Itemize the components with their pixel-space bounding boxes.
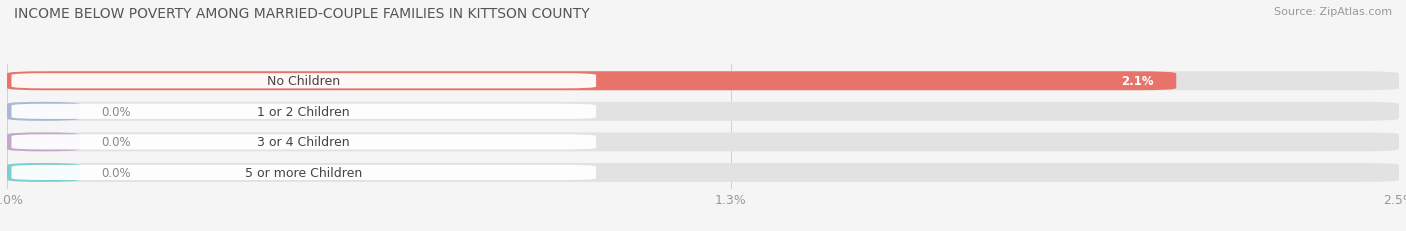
FancyBboxPatch shape bbox=[11, 104, 596, 119]
FancyBboxPatch shape bbox=[11, 135, 596, 150]
Text: INCOME BELOW POVERTY AMONG MARRIED-COUPLE FAMILIES IN KITTSON COUNTY: INCOME BELOW POVERTY AMONG MARRIED-COUPL… bbox=[14, 7, 589, 21]
Text: 5 or more Children: 5 or more Children bbox=[245, 166, 363, 179]
FancyBboxPatch shape bbox=[7, 102, 1399, 121]
FancyBboxPatch shape bbox=[7, 133, 1399, 152]
FancyBboxPatch shape bbox=[11, 74, 596, 89]
FancyBboxPatch shape bbox=[7, 72, 1177, 91]
Text: 0.0%: 0.0% bbox=[101, 105, 131, 118]
Text: Source: ZipAtlas.com: Source: ZipAtlas.com bbox=[1274, 7, 1392, 17]
Text: 0.0%: 0.0% bbox=[101, 166, 131, 179]
Text: 1 or 2 Children: 1 or 2 Children bbox=[257, 105, 350, 118]
Text: 2.1%: 2.1% bbox=[1122, 75, 1154, 88]
FancyBboxPatch shape bbox=[7, 163, 1399, 182]
FancyBboxPatch shape bbox=[7, 102, 79, 121]
Text: 0.0%: 0.0% bbox=[101, 136, 131, 149]
FancyBboxPatch shape bbox=[7, 133, 79, 152]
Text: No Children: No Children bbox=[267, 75, 340, 88]
FancyBboxPatch shape bbox=[11, 165, 596, 180]
FancyBboxPatch shape bbox=[7, 72, 1399, 91]
FancyBboxPatch shape bbox=[7, 163, 79, 182]
Text: 3 or 4 Children: 3 or 4 Children bbox=[257, 136, 350, 149]
